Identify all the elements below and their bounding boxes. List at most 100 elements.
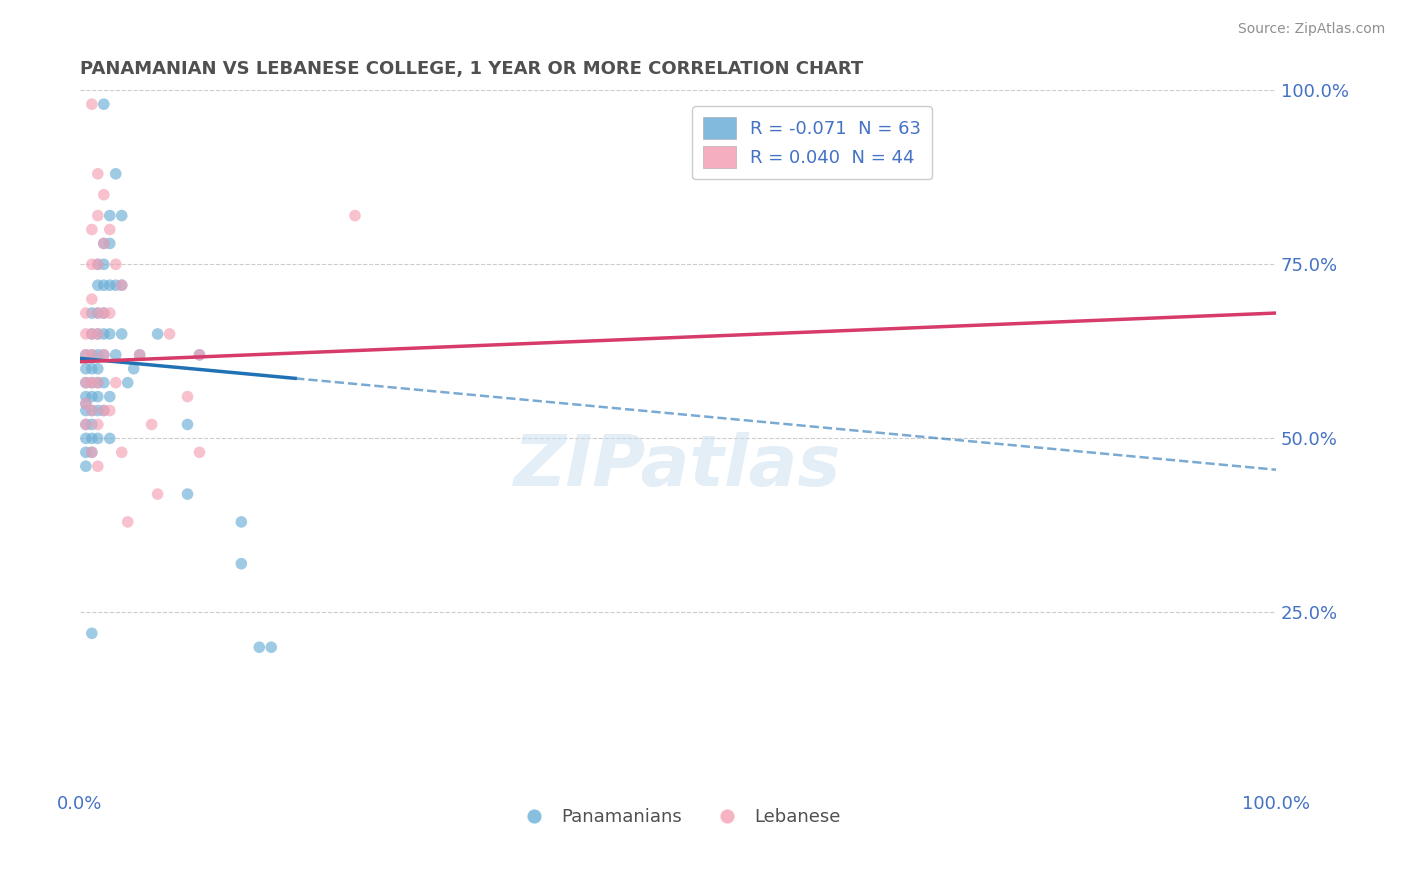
Point xyxy=(87,257,110,271)
Point xyxy=(146,326,169,341)
Point xyxy=(75,326,97,341)
Point xyxy=(98,222,121,236)
Point xyxy=(80,97,103,112)
Point xyxy=(93,403,115,417)
Point xyxy=(87,167,110,181)
Point xyxy=(80,445,103,459)
Point xyxy=(247,640,270,655)
Point xyxy=(87,376,110,390)
Point xyxy=(87,209,110,223)
Point xyxy=(93,348,115,362)
Point xyxy=(75,417,97,432)
Point xyxy=(98,390,121,404)
Point xyxy=(75,348,97,362)
Point xyxy=(98,431,121,445)
Point xyxy=(80,431,103,445)
Text: PANAMANIAN VS LEBANESE COLLEGE, 1 YEAR OR MORE CORRELATION CHART: PANAMANIAN VS LEBANESE COLLEGE, 1 YEAR O… xyxy=(80,60,863,78)
Point xyxy=(87,417,110,432)
Point xyxy=(93,187,115,202)
Point xyxy=(98,209,121,223)
Legend: Panamanians, Lebanese: Panamanians, Lebanese xyxy=(509,801,848,833)
Point xyxy=(75,376,97,390)
Point xyxy=(87,390,110,404)
Point xyxy=(93,326,115,341)
Point xyxy=(93,306,115,320)
Point xyxy=(117,376,139,390)
Point xyxy=(98,278,121,293)
Point xyxy=(87,326,110,341)
Point xyxy=(93,306,115,320)
Point xyxy=(117,515,139,529)
Point xyxy=(75,361,97,376)
Point xyxy=(80,348,103,362)
Point xyxy=(93,236,115,251)
Point xyxy=(87,376,110,390)
Point xyxy=(93,376,115,390)
Point xyxy=(98,306,121,320)
Point xyxy=(128,348,150,362)
Point xyxy=(80,417,103,432)
Point xyxy=(176,417,198,432)
Point xyxy=(87,361,110,376)
Point xyxy=(98,236,121,251)
Point xyxy=(80,403,103,417)
Point xyxy=(159,326,181,341)
Point xyxy=(80,348,103,362)
Point xyxy=(87,326,110,341)
Point xyxy=(75,431,97,445)
Point xyxy=(80,222,103,236)
Point xyxy=(188,348,211,362)
Point xyxy=(75,417,97,432)
Point xyxy=(111,278,134,293)
Text: Source: ZipAtlas.com: Source: ZipAtlas.com xyxy=(1237,22,1385,37)
Point xyxy=(93,236,115,251)
Point xyxy=(141,417,163,432)
Point xyxy=(75,459,97,474)
Point xyxy=(75,445,97,459)
Point xyxy=(98,326,121,341)
Point xyxy=(87,306,110,320)
Point xyxy=(75,403,97,417)
Point xyxy=(80,376,103,390)
Point xyxy=(80,257,103,271)
Point xyxy=(260,640,283,655)
Point xyxy=(176,390,198,404)
Point xyxy=(104,376,127,390)
Point xyxy=(111,278,134,293)
Point xyxy=(104,167,127,181)
Point xyxy=(93,278,115,293)
Point xyxy=(80,326,103,341)
Point xyxy=(80,306,103,320)
Point xyxy=(104,257,127,271)
Point xyxy=(98,403,121,417)
Point xyxy=(75,306,97,320)
Point xyxy=(176,487,198,501)
Point xyxy=(104,278,127,293)
Point xyxy=(111,445,134,459)
Point xyxy=(87,348,110,362)
Point xyxy=(93,97,115,112)
Point xyxy=(343,209,366,223)
Point xyxy=(104,348,127,362)
Point xyxy=(80,361,103,376)
Point xyxy=(231,557,253,571)
Point xyxy=(93,348,115,362)
Point xyxy=(75,348,97,362)
Point xyxy=(188,445,211,459)
Point xyxy=(146,487,169,501)
Point xyxy=(80,403,103,417)
Point xyxy=(80,376,103,390)
Point xyxy=(87,306,110,320)
Point xyxy=(75,396,97,410)
Text: ZIPatlas: ZIPatlas xyxy=(515,432,842,500)
Point xyxy=(231,515,253,529)
Point xyxy=(87,431,110,445)
Point xyxy=(87,459,110,474)
Point xyxy=(80,390,103,404)
Point xyxy=(80,292,103,306)
Point xyxy=(80,445,103,459)
Point xyxy=(87,403,110,417)
Point xyxy=(87,257,110,271)
Point xyxy=(75,390,97,404)
Point xyxy=(87,278,110,293)
